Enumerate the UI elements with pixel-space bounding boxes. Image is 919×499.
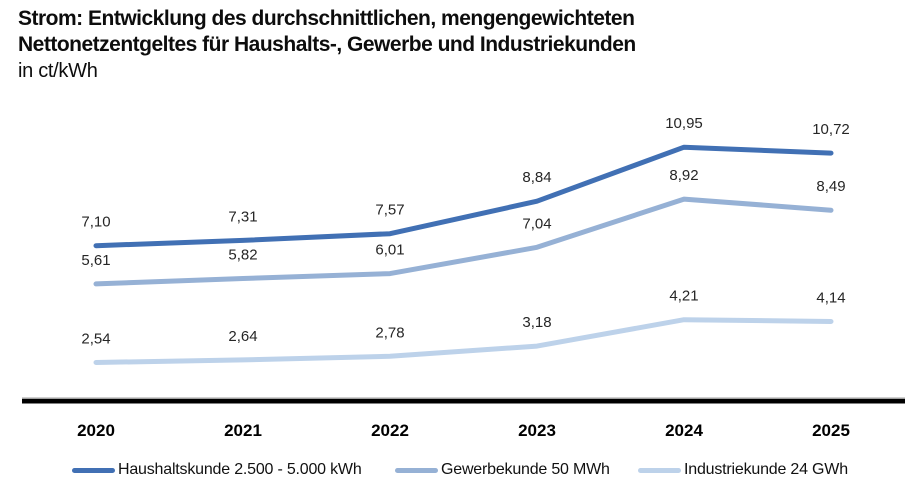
data-label: 6,01 [375,242,404,259]
legend-label: Gewerbekunde 50 MWh [441,461,610,478]
chart-title-line2: Nettonetzentgeltes für Haushalts-, Gewer… [18,33,636,56]
data-label: 5,82 [228,247,257,264]
series-line-gewerbekunde [93,196,834,287]
data-label: 2,64 [228,328,257,345]
data-label: 3,18 [522,314,551,331]
data-label: 7,04 [522,215,551,232]
x-axis-bevel [22,397,905,399]
x-axis-tick-label: 2020 [77,421,115,440]
legend-label: Industriekunde 24 GWh [684,461,848,478]
data-label: 7,57 [375,202,404,219]
series-line-industriekunde [93,317,834,365]
x-axis-tick-label: 2023 [518,421,556,440]
x-axis-line [22,399,905,404]
legend-marker-line [638,467,681,473]
legend-item: Haushaltskunde 2.500 - 5.000 kWh [72,458,362,482]
data-label: 10,72 [812,121,850,138]
x-axis-tick-label: 2022 [371,421,409,440]
data-label: 7,31 [228,208,257,225]
legend: Haushaltskunde 2.500 - 5.000 kWh Gewerbek… [0,458,919,484]
legend-item: Industriekunde 24 GWh [638,458,848,482]
x-axis-tick-label: 2025 [812,421,850,440]
data-label: 2,54 [81,331,110,348]
chart-title-line1: Strom: Entwicklung des durchschnittliche… [18,7,635,30]
legend-marker-line [72,467,115,473]
data-label: 4,21 [669,288,698,305]
chart-header: Strom: Entwicklung des durchschnittliche… [18,6,898,85]
data-label: 10,95 [665,115,703,132]
chart-unit-label: in ct/kWh [18,60,98,82]
legend-label: Haushaltskunde 2.500 - 5.000 kWh [118,461,362,478]
data-label: 8,92 [669,167,698,184]
data-label: 8,84 [522,169,551,186]
x-axis-tick-label: 2024 [665,421,703,440]
x-axis-tick-label: 2021 [224,421,262,440]
legend-marker-line [395,467,438,473]
data-label: 4,14 [816,290,845,307]
data-label: 7,10 [81,214,110,231]
series-line-haushaltskunde [93,144,834,249]
data-label: 8,49 [816,178,845,195]
legend-item: Gewerbekunde 50 MWh [395,458,610,482]
data-label: 2,78 [375,324,404,341]
data-label: 5,61 [81,252,110,269]
